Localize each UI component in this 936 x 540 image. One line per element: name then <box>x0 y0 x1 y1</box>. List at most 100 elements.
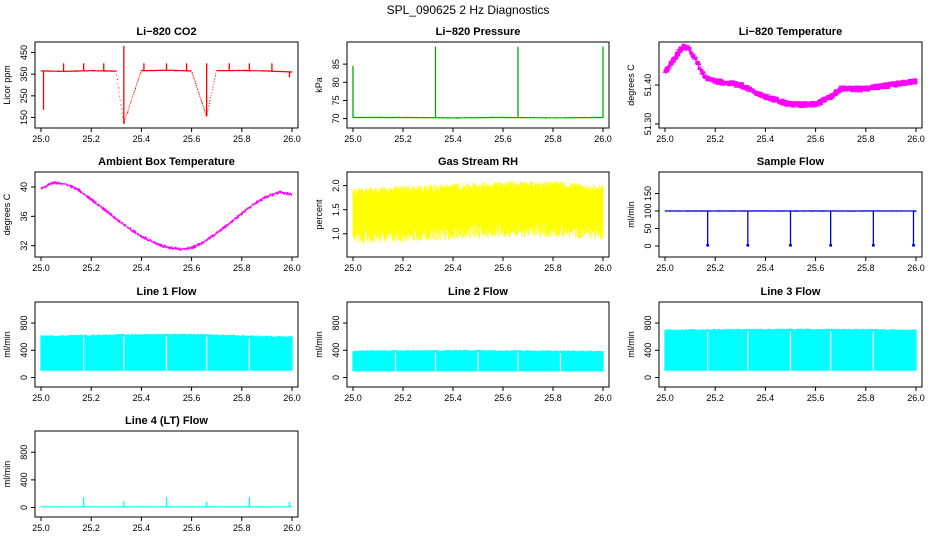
y-tick-label: 51.40 <box>643 74 653 97</box>
x-tick-label: 25.2 <box>82 263 100 273</box>
panel-title: Gas Stream RH <box>438 156 518 168</box>
x-tick-label: 25.8 <box>857 134 875 144</box>
series-line <box>352 116 604 119</box>
y-tick-label: 100 <box>643 203 653 218</box>
series-line <box>40 181 293 252</box>
x-tick-label: 25.4 <box>133 393 151 403</box>
x-tick-label: 25.8 <box>544 393 562 403</box>
x-tick-label: 26.0 <box>594 393 612 403</box>
y-axis-label: ml/min <box>2 461 12 488</box>
plot-frame <box>346 301 610 388</box>
y-axis-label: ml/min <box>314 331 324 358</box>
series-dip-point <box>871 243 875 247</box>
y-tick-label: 450 <box>19 45 29 60</box>
panel-10: Line 4 (LT) Flow ml/min 0 400 800 25.0 25.2 25.… <box>2 415 301 533</box>
plot-frame <box>658 301 923 388</box>
x-tick-label: 25.0 <box>656 393 674 403</box>
y-tick-label: 800 <box>331 316 341 331</box>
panel-title: Li−820 Temperature <box>739 26 842 38</box>
x-tick-label: 25.0 <box>344 393 362 403</box>
series-dip-point <box>829 243 833 247</box>
panel-3: Li−820 Temperature degrees C 51.30 51.40 25.… <box>626 26 925 144</box>
series-band <box>40 333 293 371</box>
y-tick-label: 50 <box>643 223 653 233</box>
x-tick-label: 25.8 <box>233 393 251 403</box>
x-tick-label: 25.4 <box>133 523 151 533</box>
series-line <box>663 43 918 108</box>
series-band <box>664 328 917 371</box>
y-tick-label: 150 <box>19 110 29 125</box>
y-tick-label: 250 <box>19 88 29 103</box>
panel-7: Line 1 Flow ml/min 0 400 800 25.0 25.2 25.4 25.6… <box>2 286 301 403</box>
panel-title: Li−820 Pressure <box>436 26 521 38</box>
x-tick-label: 25.6 <box>807 393 825 403</box>
x-tick-label: 25.4 <box>133 134 151 144</box>
x-tick-label: 25.4 <box>757 263 775 273</box>
plot-frame <box>34 301 299 388</box>
x-tick-label: 25.2 <box>706 263 724 273</box>
y-tick-label: 51.30 <box>643 113 653 136</box>
y-tick-label: 40 <box>19 182 29 192</box>
x-tick-label: 25.0 <box>32 393 50 403</box>
series-dip-point <box>746 243 750 247</box>
x-tick-label: 25.6 <box>494 134 512 144</box>
x-tick-label: 25.2 <box>394 134 412 144</box>
x-tick-label: 26.0 <box>283 263 301 273</box>
x-tick-label: 25.4 <box>133 263 151 273</box>
x-tick-label: 26.0 <box>907 263 925 273</box>
panel-title: Ambient Box Temperature <box>98 156 235 168</box>
x-tick-label: 25.2 <box>706 393 724 403</box>
y-tick-label: 800 <box>19 445 29 460</box>
y-tick-label: 400 <box>331 343 341 358</box>
panel-title: Li−820 CO2 <box>136 26 196 38</box>
x-tick-label: 25.0 <box>344 263 362 273</box>
x-tick-label: 25.2 <box>82 523 100 533</box>
x-tick-label: 25.8 <box>233 523 251 533</box>
x-tick-label: 25.4 <box>444 393 462 403</box>
series-dip-point <box>789 243 792 247</box>
x-tick-label: 25.6 <box>183 134 201 144</box>
x-tick-label: 25.6 <box>494 263 512 273</box>
y-tick-label: 150 <box>643 186 653 201</box>
panel-title: Line 4 (LT) Flow <box>125 415 208 427</box>
x-tick-label: 26.0 <box>283 134 301 144</box>
x-tick-label: 26.0 <box>283 393 301 403</box>
x-tick-label: 25.6 <box>183 523 201 533</box>
panel-title: Line 3 Flow <box>761 286 821 298</box>
x-tick-label: 26.0 <box>907 134 925 144</box>
y-tick-label: 350 <box>19 67 29 82</box>
panel-9: Line 3 Flow ml/min 0 400 800 25.0 25.2 25.4 25.6… <box>626 286 925 403</box>
x-tick-label: 25.0 <box>344 134 362 144</box>
x-tick-label: 25.4 <box>444 263 462 273</box>
y-tick-label: 80 <box>331 77 341 87</box>
panel-title: Line 2 Flow <box>448 286 508 298</box>
y-axis-label: degrees C <box>626 64 636 106</box>
y-axis-label: degrees C <box>2 193 12 235</box>
panel-8: Line 2 Flow ml/min 0 400 800 25.0 25.2 25.4 25.6… <box>314 286 612 403</box>
plot-frame <box>34 41 299 129</box>
x-tick-label: 25.8 <box>857 393 875 403</box>
page-title: SPL_090625 2 Hz Diagnostics <box>387 3 550 17</box>
y-tick-label: 800 <box>643 316 653 331</box>
series-line <box>40 69 293 124</box>
panel-5: Gas Stream RH percent 1.0 1.5 2.0 25.0 25.2 25.… <box>314 156 612 273</box>
panels-group: Li−820 CO2 Licor ppm 150 250 350 450 25.0 25.2 2… <box>2 26 925 533</box>
series-dip-point <box>911 243 915 247</box>
x-tick-label: 25.8 <box>544 134 562 144</box>
plot-frame <box>34 430 299 518</box>
y-tick-label: 400 <box>19 472 29 487</box>
x-tick-label: 25.8 <box>857 263 875 273</box>
x-tick-label: 25.6 <box>183 393 201 403</box>
y-axis-label: Licor ppm <box>2 65 12 105</box>
y-tick-label: 400 <box>19 343 29 358</box>
panel-6: Sample Flow ml/min 0 50 100 150 25.0 25.2 25.4 25… <box>626 156 925 273</box>
panel-title: Sample Flow <box>757 156 825 168</box>
x-tick-label: 25.6 <box>183 263 201 273</box>
y-tick-label: 85 <box>331 59 341 69</box>
x-tick-label: 25.0 <box>32 134 50 144</box>
y-tick-label: 32 <box>19 241 29 251</box>
y-tick-label: 1.5 <box>331 203 341 216</box>
x-tick-label: 25.0 <box>656 263 674 273</box>
plot-frame <box>658 171 923 258</box>
